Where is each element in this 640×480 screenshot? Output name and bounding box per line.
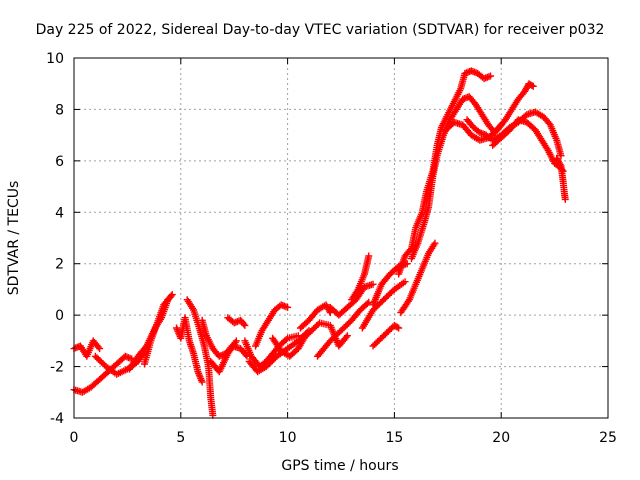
data-point bbox=[401, 278, 409, 286]
data-point bbox=[556, 160, 564, 168]
series-track bbox=[369, 321, 403, 350]
data-point bbox=[395, 324, 403, 332]
plot-frame bbox=[73, 57, 609, 419]
data-point bbox=[231, 338, 239, 346]
data-point bbox=[166, 293, 174, 301]
data-point bbox=[431, 239, 439, 247]
series-track bbox=[183, 296, 217, 419]
data-point bbox=[241, 321, 249, 329]
series-track bbox=[397, 239, 439, 317]
data-point bbox=[343, 332, 351, 340]
series-track bbox=[348, 252, 373, 304]
data-point bbox=[404, 297, 412, 305]
data-point bbox=[529, 82, 537, 90]
x-tick-label: 25 bbox=[599, 430, 617, 446]
data-point bbox=[406, 246, 414, 254]
data-point bbox=[240, 320, 248, 328]
x-tick-label: 0 bbox=[70, 430, 79, 446]
data-point bbox=[557, 152, 565, 160]
data-point bbox=[96, 345, 104, 353]
data-point bbox=[165, 295, 173, 303]
data-point bbox=[369, 280, 377, 288]
series-track bbox=[140, 293, 174, 368]
y-tick-label: 4 bbox=[55, 205, 64, 221]
data-point bbox=[365, 252, 373, 260]
data-point bbox=[232, 337, 240, 345]
x-tick-label: 10 bbox=[279, 430, 297, 446]
series-track bbox=[70, 352, 136, 396]
axis-ticks: 0 5 10 15 20 25 -4 -2 0 2 4 6 8 10 bbox=[46, 51, 617, 446]
series-track bbox=[224, 314, 249, 329]
y-tick-label: 6 bbox=[55, 154, 64, 170]
series-track bbox=[207, 337, 240, 376]
data-point bbox=[561, 195, 569, 203]
series-track bbox=[395, 67, 495, 278]
series-track bbox=[241, 332, 302, 371]
series-track bbox=[70, 337, 104, 360]
y-tick-label: -4 bbox=[50, 411, 64, 427]
x-tick-label: 5 bbox=[176, 430, 185, 446]
x-tick-label: 15 bbox=[385, 430, 403, 446]
data-point bbox=[94, 343, 102, 351]
series-track bbox=[198, 316, 251, 360]
series-track bbox=[296, 319, 351, 350]
series-track bbox=[553, 154, 569, 203]
chart-title: Day 225 of 2022, Sidereal Day-to-day VTE… bbox=[36, 22, 605, 38]
y-tick-label: 2 bbox=[55, 257, 64, 273]
data-point bbox=[363, 300, 371, 308]
series-track bbox=[173, 314, 206, 386]
series-track bbox=[358, 278, 409, 332]
series-track bbox=[314, 298, 373, 360]
series-track bbox=[407, 93, 505, 263]
x-axis-label: GPS time / hours bbox=[281, 458, 398, 474]
data-point bbox=[342, 333, 350, 341]
series-track bbox=[442, 80, 537, 144]
y-tick-label: -2 bbox=[50, 360, 64, 376]
series-track bbox=[252, 301, 292, 350]
x-tick-label: 20 bbox=[492, 430, 510, 446]
data-point bbox=[198, 378, 206, 386]
data-point bbox=[393, 323, 401, 331]
data-point bbox=[487, 72, 495, 80]
y-axis-label: SDTVAR / TECUs bbox=[6, 181, 22, 296]
y-tick-label: 0 bbox=[55, 308, 64, 324]
data-point bbox=[282, 336, 290, 344]
data-point bbox=[365, 298, 373, 306]
y-tick-label: 10 bbox=[46, 51, 64, 67]
data-point bbox=[528, 81, 536, 89]
data-point bbox=[284, 303, 292, 311]
grid bbox=[74, 58, 608, 418]
data-series bbox=[70, 67, 569, 419]
y-tick-label: 8 bbox=[55, 102, 64, 118]
